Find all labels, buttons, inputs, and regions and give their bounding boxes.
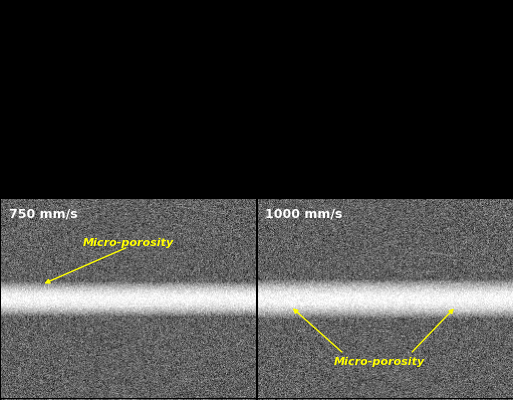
Text: Micro-porosity: Micro-porosity: [83, 238, 174, 248]
Text: Micro-porosity: Micro-porosity: [334, 357, 425, 367]
Text: 1000 mm/s: 1000 mm/s: [265, 207, 343, 220]
Text: 750 mm/s: 750 mm/s: [9, 207, 77, 220]
